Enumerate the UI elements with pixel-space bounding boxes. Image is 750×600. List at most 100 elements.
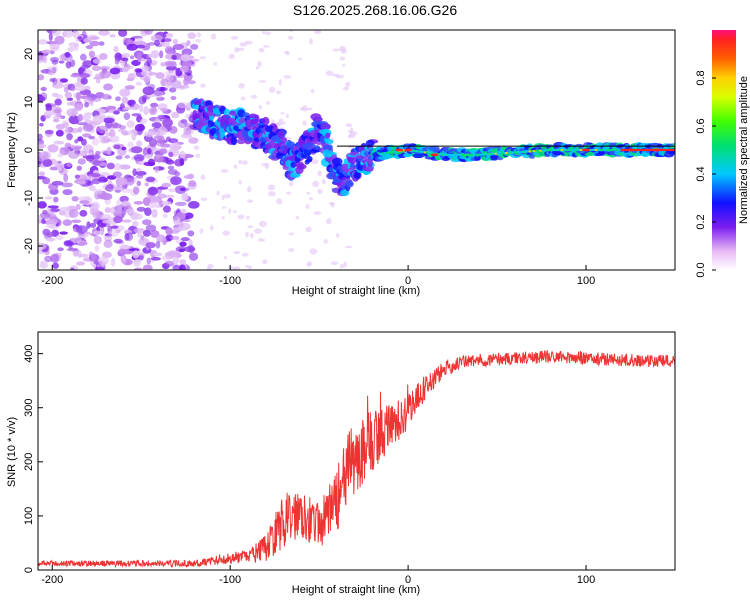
heatmap-cell xyxy=(50,253,60,263)
heatmap-cell xyxy=(238,82,245,89)
heatmap-cell xyxy=(52,262,59,269)
heatmap-cell xyxy=(143,131,155,137)
heatmap-cell xyxy=(347,145,356,149)
heatmap-cell xyxy=(110,257,116,267)
heatmap-cell xyxy=(57,160,62,164)
colorbar-tick-label: 0.8 xyxy=(695,70,707,85)
heatmap-cell xyxy=(92,160,101,167)
heatmap-cell xyxy=(74,42,79,48)
heatmap-cell xyxy=(180,54,190,62)
heatmap-cell xyxy=(57,247,64,252)
colorbar-tick-label: 0.4 xyxy=(695,166,707,181)
heatmap-cell xyxy=(254,228,262,234)
heatmap-cell xyxy=(173,171,181,177)
heatmap-cell xyxy=(170,80,182,89)
heatmap-cell xyxy=(147,186,159,196)
heatmap-cell xyxy=(200,174,206,180)
heatmap-cell xyxy=(45,103,52,108)
heatmap-cell xyxy=(38,242,44,252)
heatmap-cell xyxy=(244,264,249,268)
heatmap-cell xyxy=(144,182,149,187)
heatmap-cell xyxy=(161,182,172,188)
heatmap-cell xyxy=(121,130,129,136)
heatmap-cell xyxy=(230,35,239,40)
heatmap-cell xyxy=(179,264,186,270)
heatmap-cell xyxy=(90,201,100,210)
heatmap-cell xyxy=(115,96,121,102)
heatmap-cell xyxy=(126,208,135,215)
heatmap-cell xyxy=(165,65,177,71)
heatmap-cell xyxy=(113,45,119,53)
heatmap-cell xyxy=(63,87,69,93)
heatmap-cell xyxy=(671,148,675,152)
heatmap-cell xyxy=(165,33,173,38)
heatmap-cell xyxy=(71,195,79,202)
heatmap-cell xyxy=(131,113,142,117)
heatmap-cell xyxy=(193,145,200,150)
heatmap-cell xyxy=(154,203,161,209)
heatmap-cell xyxy=(187,32,197,40)
colorbar-tick-label: 0.6 xyxy=(695,118,707,133)
heatmap-cell xyxy=(77,114,84,122)
heatmap-cell xyxy=(66,57,73,62)
heatmap-cell xyxy=(134,123,146,132)
heatmap-cell xyxy=(100,149,111,154)
heatmap-cell xyxy=(121,146,127,151)
heatmap-cell xyxy=(206,266,212,270)
heatmap-cell xyxy=(276,121,284,126)
heatmap-cell xyxy=(234,47,240,53)
heatmap-cell xyxy=(278,79,282,86)
heatmap-cell xyxy=(162,205,171,213)
heatmap-cell xyxy=(138,96,147,105)
heatmap-cell xyxy=(258,80,267,83)
heatmap-cell xyxy=(268,184,276,191)
heatmap-cell xyxy=(91,178,101,185)
heatmap-cell xyxy=(223,256,227,260)
heatmap-cell xyxy=(188,252,199,261)
heatmap-cell xyxy=(82,133,92,138)
snr-y-ticks: 0 100 200 300 400 xyxy=(23,344,43,573)
heatmap-cell xyxy=(135,44,146,49)
heatmap-cell xyxy=(51,30,61,37)
heatmap-cell xyxy=(302,120,307,126)
heatmap-cell xyxy=(179,65,189,73)
heatmap-cell xyxy=(179,158,185,166)
heatmap-cell xyxy=(196,32,202,38)
heatmap-cell xyxy=(181,48,193,56)
heatmap-cell xyxy=(172,256,180,265)
heatmap-cell xyxy=(89,36,100,40)
heatmap-cell xyxy=(132,213,144,220)
heatmap-cell xyxy=(171,54,177,60)
heatmap-cell xyxy=(145,224,157,232)
heatmap-cell xyxy=(162,41,170,48)
heatmap-cell xyxy=(132,221,139,227)
heatmap-cell xyxy=(180,118,188,124)
heatmap-cell xyxy=(120,254,127,264)
heatmap-cell xyxy=(164,81,174,89)
heatmap-cell xyxy=(151,208,158,218)
heatmap-cell xyxy=(156,87,168,92)
heatmap-cell xyxy=(51,59,59,65)
heatmap-cell xyxy=(200,83,206,88)
heatmap-cell xyxy=(38,201,47,209)
heatmap-cell xyxy=(63,30,74,38)
heatmap-cell xyxy=(110,225,119,229)
heatmap-cell xyxy=(75,225,88,234)
heatmap-cell xyxy=(181,192,189,201)
heatmap-cell xyxy=(115,177,128,186)
heatmap-cell xyxy=(168,138,179,144)
snr-x-label: Height of straight line (km) xyxy=(292,584,420,596)
heatmap-cell xyxy=(145,154,153,159)
heatmap-cell xyxy=(124,85,135,90)
snr-x-tick-label: -100 xyxy=(219,574,241,586)
heatmap-cell xyxy=(121,96,129,104)
heatmap-cell xyxy=(365,166,374,172)
heatmap-cell xyxy=(94,266,105,270)
heatmap-cell xyxy=(53,196,59,203)
heatmap-cell xyxy=(153,252,163,257)
heatmap-cell xyxy=(210,33,217,40)
heatmap-cell xyxy=(285,113,289,119)
heatmap-cell xyxy=(221,216,225,220)
heatmap-cell xyxy=(347,130,354,134)
heatmap-cell xyxy=(330,261,339,265)
